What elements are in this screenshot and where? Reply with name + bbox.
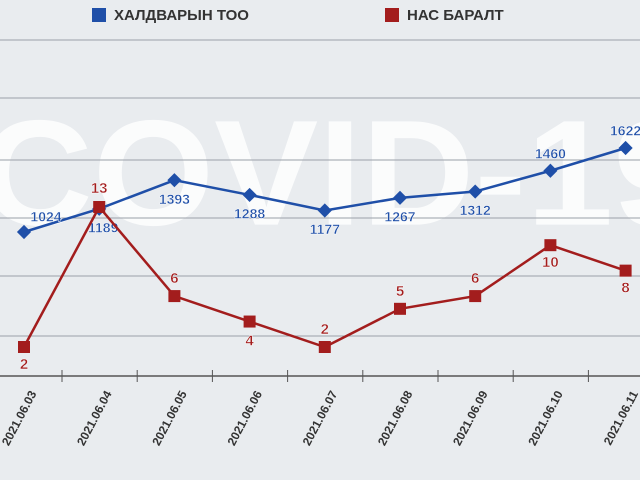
marker — [469, 290, 482, 303]
marker — [243, 315, 256, 328]
legend-swatch — [385, 8, 399, 22]
data-label: 5 — [396, 283, 404, 300]
data-label: 1393 — [159, 191, 190, 207]
data-label: 1177 — [310, 221, 341, 237]
grid — [0, 39, 640, 377]
data-label: 6 — [170, 270, 178, 287]
data-label: 1312 — [460, 202, 491, 218]
watermark: COVID-19 — [0, 89, 640, 257]
marker — [544, 239, 557, 252]
data-label: 2 — [321, 321, 329, 338]
legend-label: НАС БАРАЛТ — [407, 7, 504, 24]
legend-swatch — [92, 8, 106, 22]
marker — [318, 341, 331, 353]
data-label: 4 — [245, 333, 254, 350]
marker — [242, 187, 257, 202]
data-label: 1288 — [234, 206, 265, 222]
marker — [168, 290, 181, 303]
data-label: 8 — [621, 280, 629, 297]
marker — [18, 341, 30, 353]
marker — [468, 184, 483, 199]
data-label: 13 — [91, 180, 108, 197]
data-label: 2 — [20, 356, 28, 373]
marker — [394, 302, 406, 315]
data-label: 1460 — [535, 145, 566, 161]
legend-label: ХАЛДВАРЫН ТОО — [114, 7, 249, 24]
data-label: 6 — [471, 270, 479, 287]
marker — [619, 264, 632, 277]
data-label: 1267 — [384, 209, 415, 225]
data-label: 1024 — [30, 209, 61, 225]
data-label: 1189 — [88, 220, 119, 236]
marker — [392, 190, 408, 205]
data-label: 1622 — [610, 123, 640, 139]
marker — [618, 140, 633, 156]
data-label: 10 — [542, 254, 559, 271]
marker — [317, 203, 332, 218]
marker — [93, 201, 106, 213]
marker — [167, 173, 182, 188]
marker — [543, 163, 558, 178]
